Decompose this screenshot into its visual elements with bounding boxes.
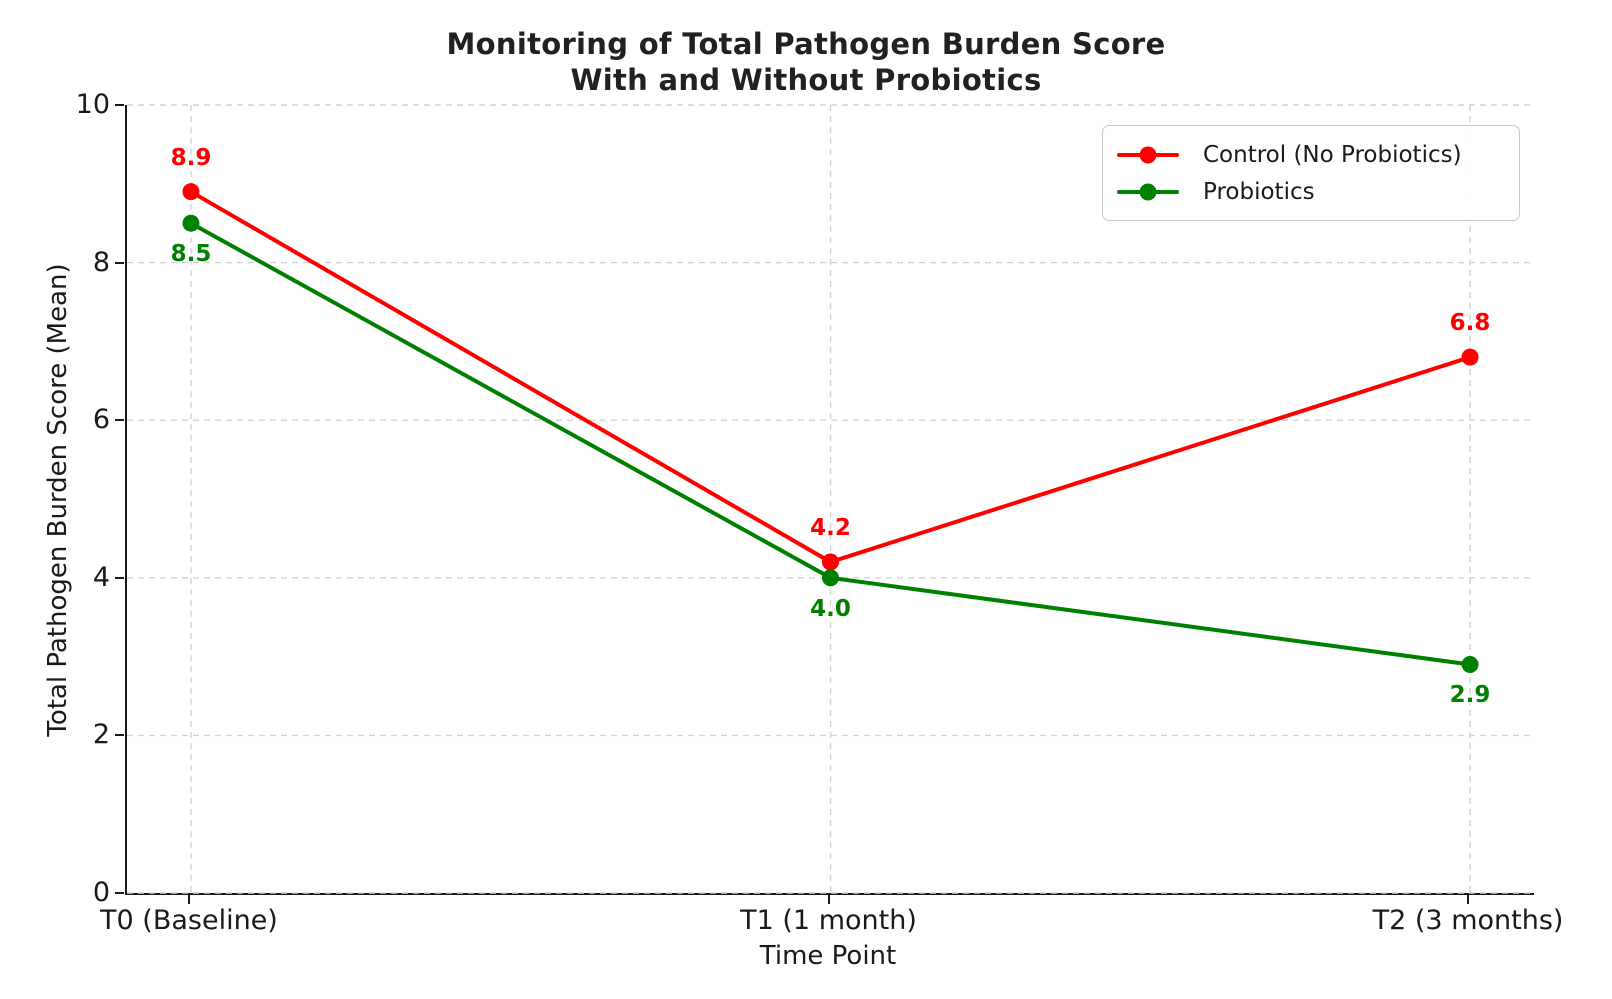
y-tick-label: 0	[92, 877, 110, 908]
x-tick-label: T1 (1 month)	[740, 905, 917, 936]
point-label: 4.2	[810, 515, 851, 542]
legend-line-sample-control	[1117, 146, 1179, 163]
y-tick-label: 6	[92, 404, 110, 436]
point-label: 8.9	[170, 144, 212, 171]
x-axis-title: Time Point	[759, 941, 897, 971]
x-axis-tick	[1467, 895, 1470, 904]
data-point-marker	[822, 569, 839, 587]
legend-marker-icon	[1139, 146, 1157, 163]
legend-label-probiotics: Probiotics	[1203, 178, 1315, 205]
data-point-marker	[822, 553, 839, 571]
point-label: 8.5	[170, 241, 212, 268]
legend-marker-icon	[1139, 183, 1157, 200]
x-tick-label: T0 (Baseline)	[100, 905, 278, 936]
chart-title: Monitoring of Total Pathogen Burden Scor…	[0, 26, 1612, 98]
legend-line-sample-probiotics	[1117, 183, 1179, 200]
point-label: 2.9	[1449, 682, 1491, 709]
y-axis-tick	[115, 261, 124, 264]
legend-item-control: Control (No Probiotics)	[1117, 136, 1505, 173]
chart-title-line-2: With and Without Probiotics	[570, 63, 1042, 97]
data-point-marker	[182, 214, 200, 232]
legend-item-probiotics: Probiotics	[1117, 173, 1505, 210]
y-tick-label: 8	[92, 246, 110, 278]
y-tick-label: 4	[92, 561, 110, 593]
x-tick-label: T2 (3 months)	[1372, 905, 1564, 936]
y-axis-tick	[115, 734, 124, 737]
point-label: 6.8	[1449, 310, 1491, 337]
y-axis-tick	[115, 419, 124, 422]
y-axis-tick	[115, 104, 124, 106]
plot-svg	[127, 104, 1534, 894]
data-point-marker	[182, 183, 200, 201]
data-point-marker	[1461, 348, 1479, 366]
y-tick-label: 10	[75, 89, 110, 120]
x-axis-tick	[827, 895, 830, 904]
legend: Control (No Probiotics) Probiotics	[1102, 125, 1520, 221]
chart-title-line-1: Monitoring of Total Pathogen Burden Scor…	[446, 27, 1166, 61]
legend-label-control: Control (No Probiotics)	[1203, 141, 1462, 168]
y-tick-label: 2	[92, 719, 110, 751]
plot-area: 8.9 4.2 6.8 8.5 4.0 2.9	[125, 104, 1534, 895]
data-point-marker	[1461, 655, 1479, 673]
point-label: 4.0	[810, 595, 851, 622]
y-axis-tick	[115, 576, 124, 579]
y-axis-tick	[115, 892, 124, 894]
x-axis-tick	[187, 895, 190, 904]
